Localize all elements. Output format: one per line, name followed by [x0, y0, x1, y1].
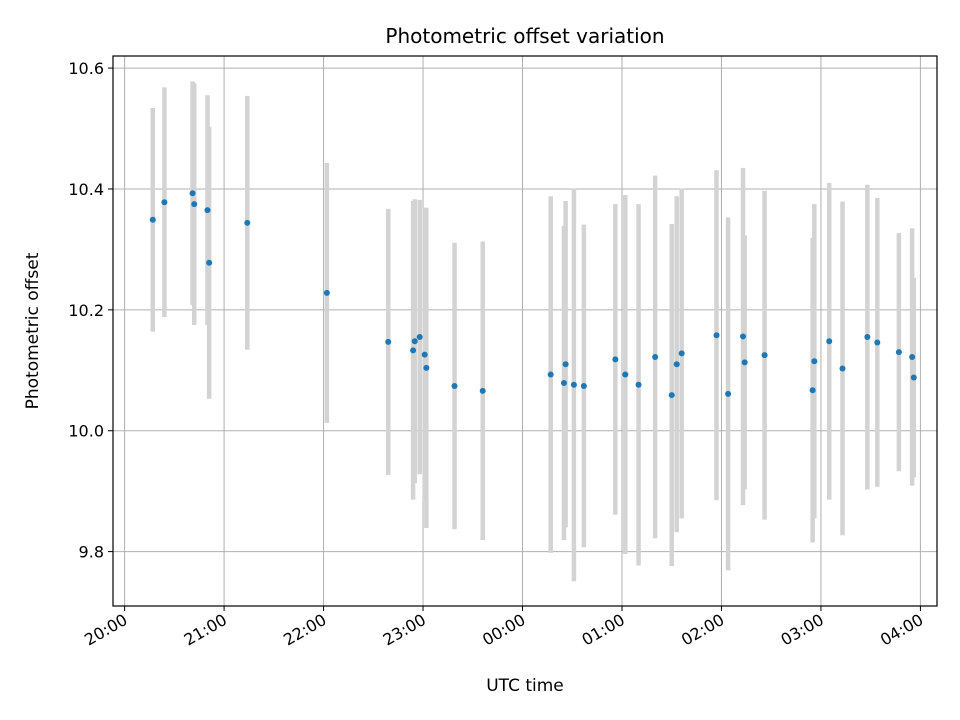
data-point	[678, 350, 685, 357]
data-point	[910, 374, 917, 381]
data-point	[741, 359, 748, 366]
data-point	[909, 353, 916, 360]
data-point	[206, 259, 213, 266]
data-point	[421, 351, 428, 358]
data-point	[423, 364, 430, 371]
plot-frame	[112, 55, 938, 607]
data-point	[652, 353, 659, 360]
data-point	[161, 199, 168, 206]
data-point	[451, 383, 458, 389]
data-point	[673, 361, 680, 368]
data-point	[204, 207, 211, 214]
y-tick-label: 9.8	[79, 543, 104, 562]
y-tick-label: 10.4	[68, 180, 104, 199]
data-point	[385, 338, 392, 345]
y-tick-label: 10.6	[68, 59, 104, 78]
data-point	[622, 371, 629, 378]
data-point	[580, 383, 587, 389]
data-point	[635, 381, 642, 388]
data-point	[191, 201, 198, 208]
data-point	[562, 361, 569, 368]
data-point	[612, 356, 619, 363]
data-point	[895, 349, 902, 356]
data-point	[864, 334, 871, 341]
data-point	[839, 365, 846, 372]
y-tick-label: 10.2	[68, 301, 104, 320]
grid	[113, 56, 937, 606]
x-axis-label: UTC time	[486, 676, 564, 696]
data-point	[874, 339, 881, 346]
data-point	[811, 358, 818, 365]
y-axis-label: Photometric offset	[23, 252, 43, 409]
y-tick-label: 10.0	[68, 422, 104, 441]
data-point	[809, 387, 816, 394]
data-point	[740, 333, 747, 340]
data-point	[323, 289, 330, 296]
data-point	[410, 347, 417, 354]
data-point	[547, 371, 554, 378]
data-point	[725, 390, 732, 397]
data-point	[570, 381, 577, 388]
data-point	[479, 387, 486, 394]
data-point	[149, 216, 156, 223]
data-point	[761, 352, 768, 359]
data-point	[668, 392, 675, 399]
y-axis-ticks: 9.8 10.0 10.2 10.4 10.6	[68, 59, 113, 562]
data-point	[416, 334, 423, 341]
data-point	[244, 219, 251, 226]
data-point	[826, 338, 833, 345]
data-point	[560, 379, 567, 386]
data-point	[189, 190, 196, 197]
data-point	[713, 332, 720, 339]
data-points	[149, 190, 917, 399]
data-point	[411, 338, 418, 345]
chart-title: Photometric offset variation	[385, 24, 664, 48]
